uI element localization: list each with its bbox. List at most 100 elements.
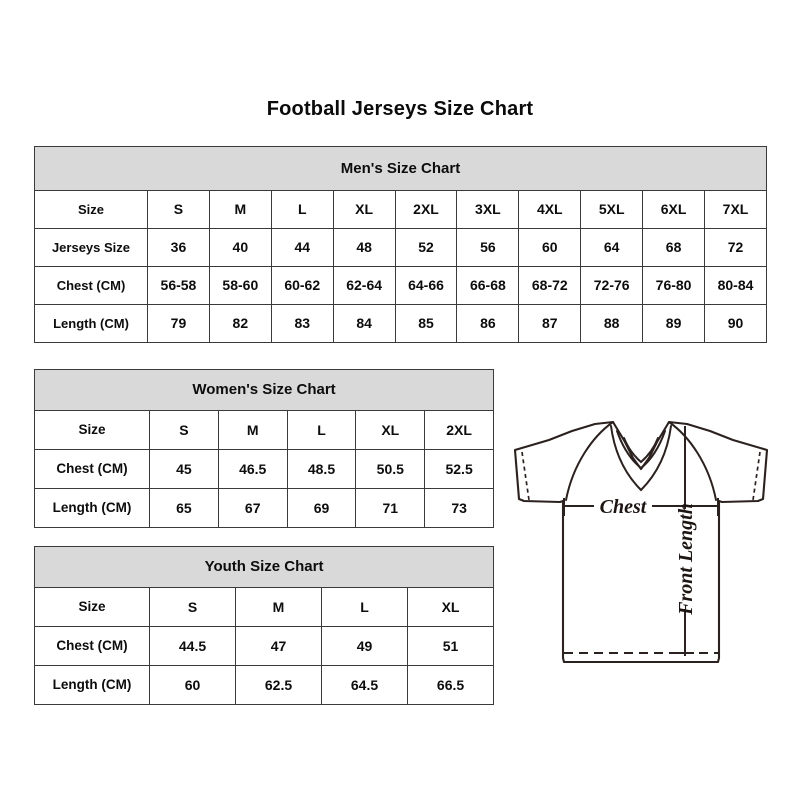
table-cell: 65 xyxy=(149,488,219,528)
row-header-label: Jerseys Size xyxy=(34,228,148,267)
table-cell: 56-58 xyxy=(147,266,210,305)
column-header-6xl: 6XL xyxy=(642,190,706,229)
column-header-3xl: 3XL xyxy=(456,190,520,229)
column-header-m: M xyxy=(217,410,288,450)
table-cell: 66-68 xyxy=(456,266,520,305)
table-cell: 62.5 xyxy=(235,665,322,705)
table-cell: 44.5 xyxy=(149,626,236,666)
table-cell: 60 xyxy=(518,228,582,267)
table-cell: 85 xyxy=(394,304,458,343)
table-caption-row: Youth Size Chart xyxy=(33,546,495,588)
table-cell: 56 xyxy=(456,228,520,267)
table-cell: 71 xyxy=(355,488,426,528)
table-cell: 68-72 xyxy=(518,266,582,305)
row-header-label: Chest (CM) xyxy=(34,266,148,305)
table-cell: 62-64 xyxy=(332,266,396,305)
table-cell: 79 xyxy=(147,304,210,343)
table-cell: 47 xyxy=(235,626,322,666)
column-header-xl: XL xyxy=(355,410,426,450)
table-row: Length (CM) 65 67 69 71 73 xyxy=(34,488,495,528)
column-header-5xl: 5XL xyxy=(580,190,644,229)
table-cell: 80-84 xyxy=(704,266,768,305)
table-cell: 72-76 xyxy=(580,266,644,305)
table-cell: 67 xyxy=(217,488,288,528)
column-header-size-label: Size xyxy=(34,190,148,229)
table-cell: 88 xyxy=(580,304,644,343)
table-cell: 52.5 xyxy=(424,449,495,489)
front-length-measurement-label: Front Length xyxy=(675,503,697,616)
column-header-4xl: 4XL xyxy=(518,190,582,229)
womens-table-title: Women's Size Chart xyxy=(33,369,495,411)
column-header-size-label: Size xyxy=(34,410,150,450)
column-header-m: M xyxy=(235,587,322,627)
table-caption-row: Women's Size Chart xyxy=(33,369,495,411)
column-header-s: S xyxy=(147,190,210,229)
column-header-m: M xyxy=(208,190,272,229)
table-cell: 60-62 xyxy=(270,266,334,305)
row-header-label: Length (CM) xyxy=(34,665,150,705)
table-row: Chest (CM) 56-58 58-60 60-62 62-64 64-66 66-68… xyxy=(34,266,768,305)
column-header-xl: XL xyxy=(332,190,396,229)
table-cell: 58-60 xyxy=(208,266,272,305)
table-cell: 52 xyxy=(394,228,458,267)
row-header-label: Length (CM) xyxy=(34,304,148,343)
table-row: Chest (CM) 44.5 47 49 51 xyxy=(34,626,495,666)
mens-table-body: Men's Size Chart Size S M L XL 2XL 3XL 4XL 5XL 6X… xyxy=(33,146,768,343)
table-cell: 89 xyxy=(642,304,706,343)
table-cell: 64 xyxy=(580,228,644,267)
column-header-l: L xyxy=(286,410,357,450)
jersey-measurement-diagram: Chest Front Length xyxy=(497,404,783,676)
table-row: Size S M L XL 2XL xyxy=(34,410,495,450)
column-header-s: S xyxy=(149,587,236,627)
mens-size-chart-table: Men's Size Chart Size S M L XL 2XL 3XL 4XL 5XL 6X… xyxy=(33,146,768,343)
column-header-xl: XL xyxy=(406,587,495,627)
column-header-size-label: Size xyxy=(34,587,150,627)
table-cell: 44 xyxy=(270,228,334,267)
table-cell: 73 xyxy=(424,488,495,528)
table-cell: 60 xyxy=(149,665,236,705)
table-cell: 48 xyxy=(332,228,396,267)
page-title: Football Jerseys Size Chart xyxy=(266,98,534,120)
youth-table-title: Youth Size Chart xyxy=(33,546,495,588)
table-caption-row: Men's Size Chart xyxy=(33,146,768,191)
table-cell: 64-66 xyxy=(394,266,458,305)
youth-size-chart-table: Youth Size Chart Size S M L XL Chest (CM) 44.… xyxy=(33,546,495,705)
chest-measurement-label: Chest xyxy=(600,496,648,518)
table-row: Jerseys Size 36 40 44 48 52 56 60 64 68 72 xyxy=(34,228,768,267)
row-header-label: Chest (CM) xyxy=(34,626,150,666)
table-cell: 86 xyxy=(456,304,520,343)
youth-table-body: Youth Size Chart Size S M L XL Chest (CM) 44.… xyxy=(33,546,495,705)
table-cell: 84 xyxy=(332,304,396,343)
table-cell: 68 xyxy=(642,228,706,267)
row-header-label: Length (CM) xyxy=(34,488,150,528)
row-header-label: Chest (CM) xyxy=(34,449,150,489)
table-cell: 90 xyxy=(704,304,768,343)
column-header-s: S xyxy=(149,410,219,450)
table-cell: 64.5 xyxy=(321,665,408,705)
table-row: Chest (CM) 45 46.5 48.5 50.5 52.5 xyxy=(34,449,495,489)
column-header-l: L xyxy=(321,587,408,627)
table-cell: 48.5 xyxy=(286,449,357,489)
column-header-2xl: 2XL xyxy=(424,410,495,450)
table-cell: 49 xyxy=(321,626,408,666)
table-cell: 46.5 xyxy=(217,449,288,489)
table-cell: 69 xyxy=(286,488,357,528)
table-cell: 36 xyxy=(147,228,210,267)
table-row: Length (CM) 79 82 83 84 85 86 87 88 89 90 xyxy=(34,304,768,343)
table-row: Size S M L XL 2XL 3XL 4XL 5XL 6XL 7XL xyxy=(34,190,768,229)
table-cell: 87 xyxy=(518,304,582,343)
column-header-2xl: 2XL xyxy=(394,190,458,229)
table-cell: 50.5 xyxy=(355,449,426,489)
table-row: Size S M L XL xyxy=(34,587,495,627)
table-cell: 82 xyxy=(208,304,272,343)
table-cell: 40 xyxy=(208,228,272,267)
column-header-7xl: 7XL xyxy=(704,190,768,229)
table-cell: 76-80 xyxy=(642,266,706,305)
table-cell: 51 xyxy=(406,626,495,666)
table-cell: 45 xyxy=(149,449,219,489)
womens-size-chart-table: Women's Size Chart Size S M L XL 2XL Chest (C… xyxy=(33,369,495,528)
table-row: Length (CM) 60 62.5 64.5 66.5 xyxy=(34,665,495,705)
column-header-l: L xyxy=(270,190,334,229)
table-cell: 83 xyxy=(270,304,334,343)
table-cell: 72 xyxy=(704,228,768,267)
